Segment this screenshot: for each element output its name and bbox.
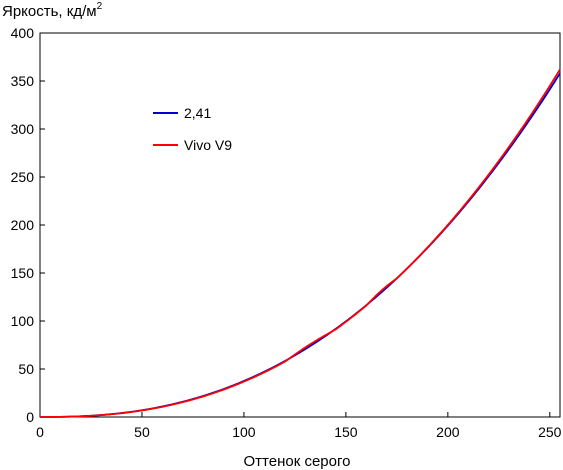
x-tick-label: 200 [436,424,460,440]
y-tick-label: 50 [18,361,34,377]
tick-group: 0 50 100 150 200 250 0 50 100 150 200 250 300 350 400 [11,25,562,440]
y-tick-label: 300 [11,121,35,137]
series-group [40,69,561,418]
x-tick-label: 150 [334,424,358,440]
x-tick-label: 250 [538,424,562,440]
legend: 2,41 Vivo V9 [153,105,232,153]
x-tick-label: 100 [232,424,256,440]
y-tick-label: 250 [11,169,35,185]
series-line [40,72,561,418]
y-axis-title: Яркость, кд/м2 [2,1,103,20]
legend-label: 2,41 [184,105,211,121]
y-tick-label: 400 [11,25,35,41]
axes [39,32,561,418]
x-tick-label: 0 [36,424,44,440]
legend-label: Vivo V9 [184,137,232,153]
series-line [40,69,561,418]
y-axis-title-text: Яркость, кд/м [2,3,97,20]
y-tick-label: 0 [26,409,34,425]
plot-frame [39,32,561,418]
y-tick-label: 150 [11,265,35,281]
y-axis-title-superscript: 2 [97,1,103,12]
y-tick-label: 200 [11,217,35,233]
y-tick-label: 350 [11,73,35,89]
x-tick-label: 50 [134,424,150,440]
x-axis-title: Оттенок серого [244,453,351,470]
y-tick-label: 100 [11,313,35,329]
